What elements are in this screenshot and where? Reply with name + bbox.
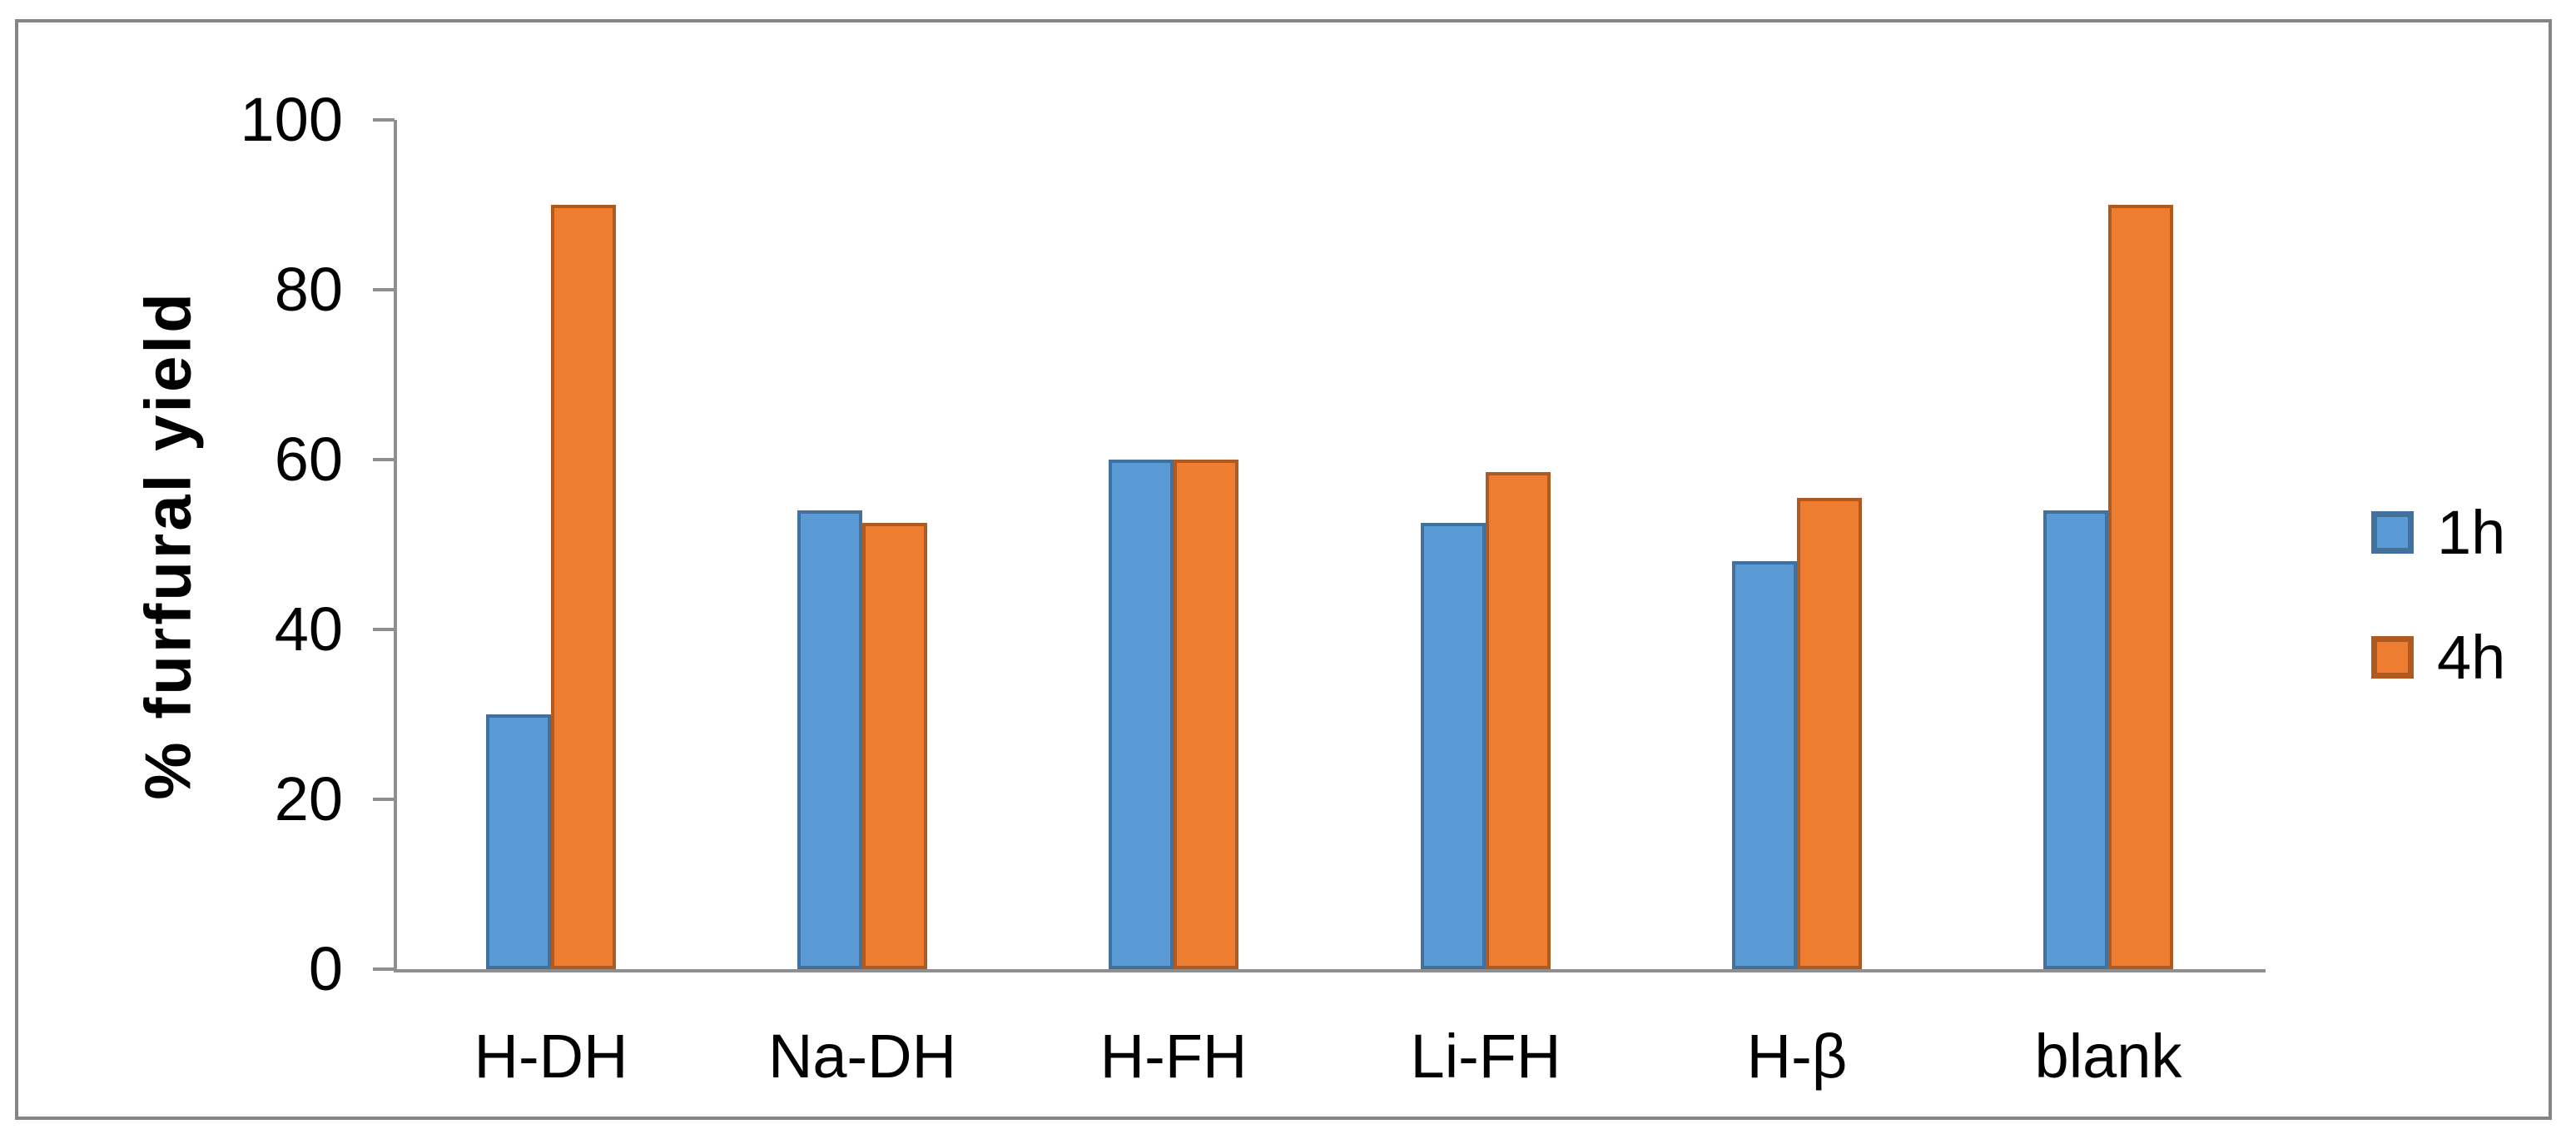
x-category-label-H-FH: H-FH <box>1099 1022 1248 1091</box>
x-category-label-H-DH: H-DH <box>474 1022 628 1091</box>
x-category-label-Na-DH: Na-DH <box>767 1022 957 1091</box>
x-category-label-H-β: H-β <box>1746 1022 1848 1091</box>
bar-1h-H-FH <box>1109 460 1174 969</box>
y-tick-mark <box>373 798 395 801</box>
x-category-label-Li-FH: Li-FH <box>1410 1022 1561 1091</box>
bar-4h-H-β <box>1797 498 1862 969</box>
bar-4h-Na-DH <box>862 523 927 969</box>
y-tick-mark <box>373 967 395 971</box>
bar-4h-blank <box>2108 205 2173 969</box>
bar-1h-Li-FH <box>1421 523 1486 969</box>
y-axis-line <box>394 120 397 972</box>
y-tick-label: 0 <box>308 934 343 1003</box>
bar-4h-Li-FH <box>1486 472 1551 969</box>
y-tick-mark <box>373 288 395 291</box>
legend-label-1h: 1h <box>2437 498 2506 567</box>
y-tick-mark <box>373 628 395 631</box>
bar-1h-Na-DH <box>797 510 862 969</box>
y-tick-mark <box>373 458 395 461</box>
y-tick-label: 80 <box>274 255 343 324</box>
bar-1h-H-DH <box>486 714 551 969</box>
y-tick-mark <box>373 118 395 122</box>
y-tick-label: 40 <box>274 594 343 664</box>
bar-1h-blank <box>2043 510 2108 969</box>
legend-swatch-4h <box>2371 636 2414 679</box>
y-tick-label: 20 <box>274 764 343 833</box>
x-category-label-blank: blank <box>2034 1022 2182 1091</box>
y-tick-label: 60 <box>274 425 343 494</box>
x-axis-line <box>394 969 2266 972</box>
chart-frame: % furfural yield 0 20 40 60 80 100 H-DH Na-DH H… <box>15 19 2552 1120</box>
y-axis-title: % furfural yield <box>131 291 205 800</box>
bar-1h-H-β <box>1732 561 1797 969</box>
legend-swatch-1h <box>2371 511 2414 554</box>
bar-4h-H-FH <box>1174 460 1238 969</box>
legend-label-4h: 4h <box>2437 623 2506 692</box>
bar-4h-H-DH <box>551 205 616 969</box>
y-tick-label: 100 <box>240 85 343 154</box>
